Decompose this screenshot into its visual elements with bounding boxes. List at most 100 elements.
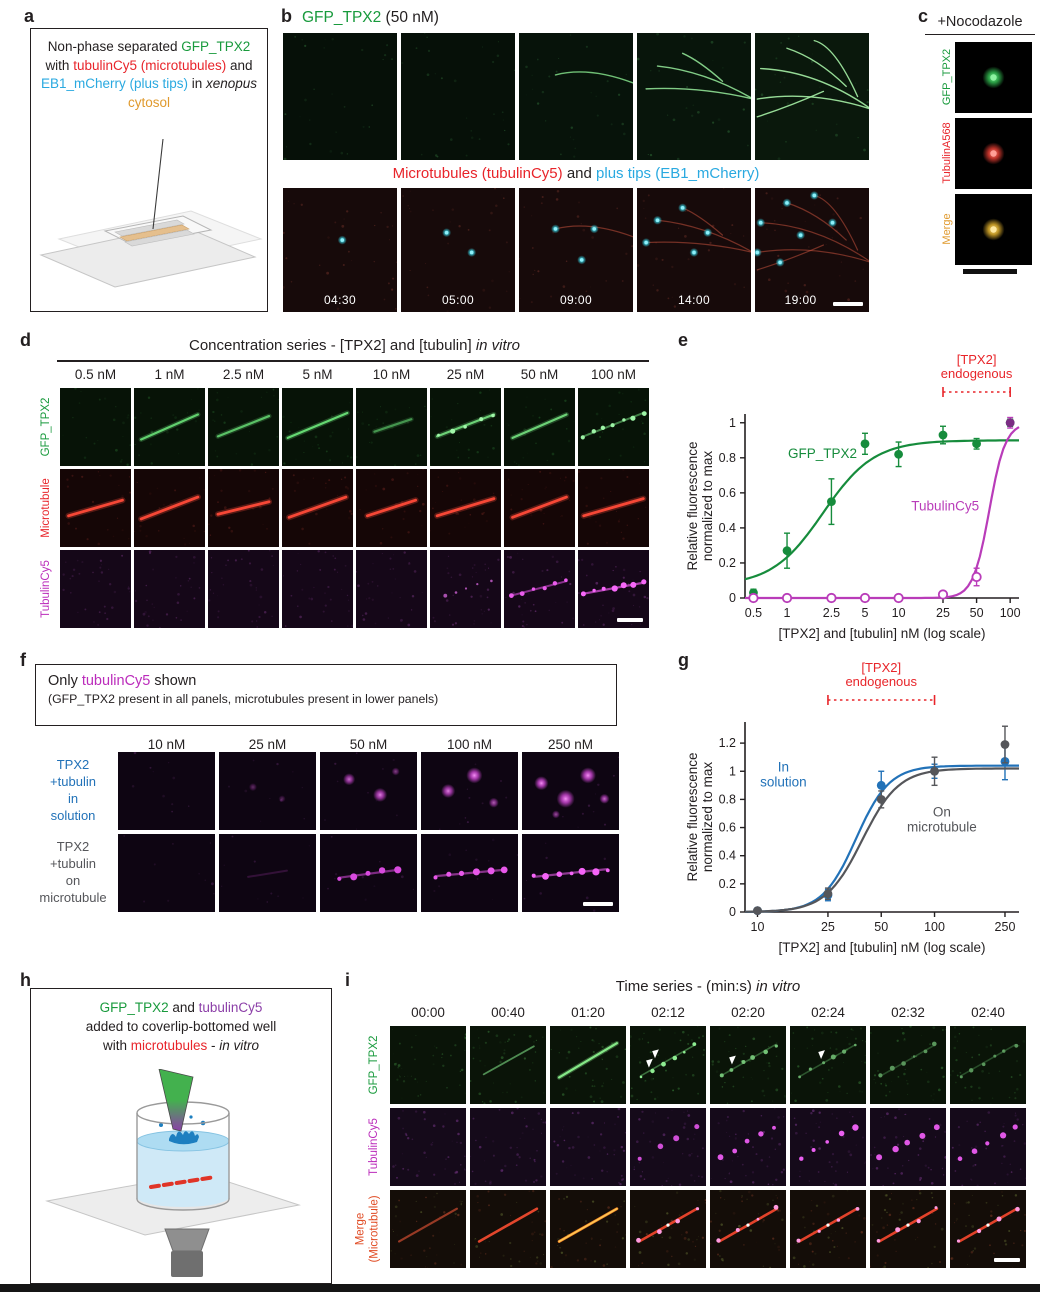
column-label: 01:20 <box>571 1005 605 1020</box>
column-label: 250 nM <box>547 737 594 752</box>
micrograph <box>282 388 353 466</box>
caption-segment: with <box>45 57 74 73</box>
svg-text:1.2: 1.2 <box>719 736 736 750</box>
svg-text:0.2: 0.2 <box>719 556 736 570</box>
micrograph: 04:30 <box>283 188 397 312</box>
svg-text:0.6: 0.6 <box>719 821 736 835</box>
svg-text:0.6: 0.6 <box>719 486 736 500</box>
micrograph <box>283 33 397 160</box>
caption-segment-cytosol: cytosol <box>127 94 171 110</box>
row-label-gfp-tpx2: GFP_TPX2 <box>941 48 954 106</box>
micrograph <box>430 550 501 628</box>
micrograph <box>390 1108 466 1186</box>
micrograph <box>470 1026 546 1104</box>
row-label-in-solution: TPX2 +tubulin in solution <box>32 757 114 825</box>
micrograph <box>60 388 131 466</box>
micrograph <box>519 33 633 160</box>
svg-text:10: 10 <box>751 920 765 934</box>
micrograph <box>630 1108 706 1186</box>
column-label: 50 nM <box>349 737 388 752</box>
caption-segment: and <box>226 57 253 73</box>
panel-b-label: b <box>281 6 292 26</box>
subtitle-microtubules: Microtubules (tubulinCy5) <box>392 165 563 182</box>
micrograph <box>955 42 1032 113</box>
timestamp: 09:00 <box>559 293 593 307</box>
row-label-merge: Merge (Microtubule) <box>354 1195 383 1262</box>
micrograph <box>390 1190 466 1268</box>
micrograph: 05:00 <box>401 188 515 312</box>
micrograph <box>421 834 518 912</box>
row-label-gfp-tpx2: GFP_TPX2 <box>39 397 52 457</box>
svg-text:normalized to max: normalized to max <box>700 451 715 562</box>
column-label: 02:20 <box>731 1005 765 1020</box>
box-text: shown <box>150 673 197 689</box>
panel-b-title: GFP_TPX2 (50 nM) <box>302 9 439 27</box>
svg-text:microtubule: microtubule <box>907 819 977 834</box>
well-microscope-illustration <box>45 1069 301 1277</box>
column-label: 1 nM <box>154 367 185 382</box>
scale-bar <box>833 302 863 306</box>
panel-h-caption: GFP_TPX2 and tubulinCy5 added to coverli… <box>31 989 331 1056</box>
column-label: 00:00 <box>411 1005 445 1020</box>
micrograph <box>790 1026 866 1104</box>
row-label-line: Merge <box>354 1212 367 1246</box>
caption-segment-invitro: in vitro <box>219 1037 260 1053</box>
svg-text:1: 1 <box>729 764 736 778</box>
solution-vs-microtubule-chart: 10 25 50 100 250 0 0.2 0.4 0.6 0.8 1 1.2 [TPX2] and … <box>683 658 1035 963</box>
title-underline <box>57 360 649 362</box>
micrograph <box>320 834 417 912</box>
micrograph <box>522 834 619 912</box>
timestamp: 14:00 <box>677 293 711 307</box>
panel-a-label: a <box>24 6 35 26</box>
micrograph <box>790 1108 866 1186</box>
gfp-tpx2-time-series-row <box>283 33 869 160</box>
subtitle-plus-tips: plus tips (EB1_mCherry) <box>596 165 760 182</box>
svg-text:GFP_TPX2: GFP_TPX2 <box>788 446 857 461</box>
nocodazole-image-column <box>955 42 1032 265</box>
microtubule-concentration-row <box>60 469 649 547</box>
row-label-line: on <box>65 872 81 888</box>
micrograph <box>60 550 131 628</box>
svg-text:0.2: 0.2 <box>719 877 736 891</box>
column-label: 100 nM <box>446 737 493 752</box>
micrograph <box>118 834 215 912</box>
micrograph: 14:00 <box>637 188 751 312</box>
timestamp: 04:30 <box>323 293 357 307</box>
micrograph <box>470 1108 546 1186</box>
caption-segment-xenopus: xenopus <box>206 76 258 92</box>
micrograph <box>430 469 501 547</box>
scale-bar <box>963 269 1017 274</box>
box-text: Only <box>48 673 82 689</box>
caption-segment-gfp-tpx2: GFP_TPX2 <box>181 39 251 54</box>
time-labels: 00:00 00:40 01:20 02:12 02:20 02:24 02:32 02:40 <box>390 1005 1026 1020</box>
micrograph <box>60 469 131 547</box>
gfp-tpx2-time-row <box>390 1026 1026 1104</box>
micrograph <box>134 388 205 466</box>
micrograph <box>356 388 427 466</box>
concentration-labels: 10 nM 25 nM 50 nM 100 nM 250 nM <box>118 737 619 752</box>
row-label-line: +tubulin <box>50 855 96 871</box>
micrograph <box>522 752 619 830</box>
micrograph <box>504 388 575 466</box>
micrograph <box>550 1108 626 1186</box>
caption-segment: added to coverlip-bottomed well <box>85 1018 277 1034</box>
panel-f-label: f <box>20 650 26 670</box>
micrograph <box>401 33 515 160</box>
svg-text:25: 25 <box>936 606 950 620</box>
box-text-tubulincy5: tubulinCy5 <box>81 673 151 689</box>
svg-text:0.5: 0.5 <box>745 606 762 620</box>
concentration-labels: 0.5 nM 1 nM 2.5 nM 5 nM 10 nM 25 nM 50 nM 100 n… <box>60 367 649 382</box>
gfp-tpx2-concentration-row <box>60 388 649 466</box>
column-label: 10 nM <box>147 737 186 752</box>
titration-chart: 0.5 1 2.5 5 10 25 50 100 0 0.2 0.4 0.6 0.8 1 [TPX2] an… <box>683 342 1035 649</box>
micrograph <box>208 550 279 628</box>
micrograph <box>870 1026 946 1104</box>
panel-a-caption: Non-phase separated GFP_TPX2 with tubuli… <box>31 29 267 113</box>
panel-i-title-invitro: in vitro <box>756 978 801 995</box>
caption-segment: Non-phase separated <box>47 39 182 54</box>
svg-text:250: 250 <box>995 920 1016 934</box>
in-solution-row <box>118 752 619 830</box>
scale-bar <box>617 618 643 622</box>
micrograph <box>470 1190 546 1268</box>
